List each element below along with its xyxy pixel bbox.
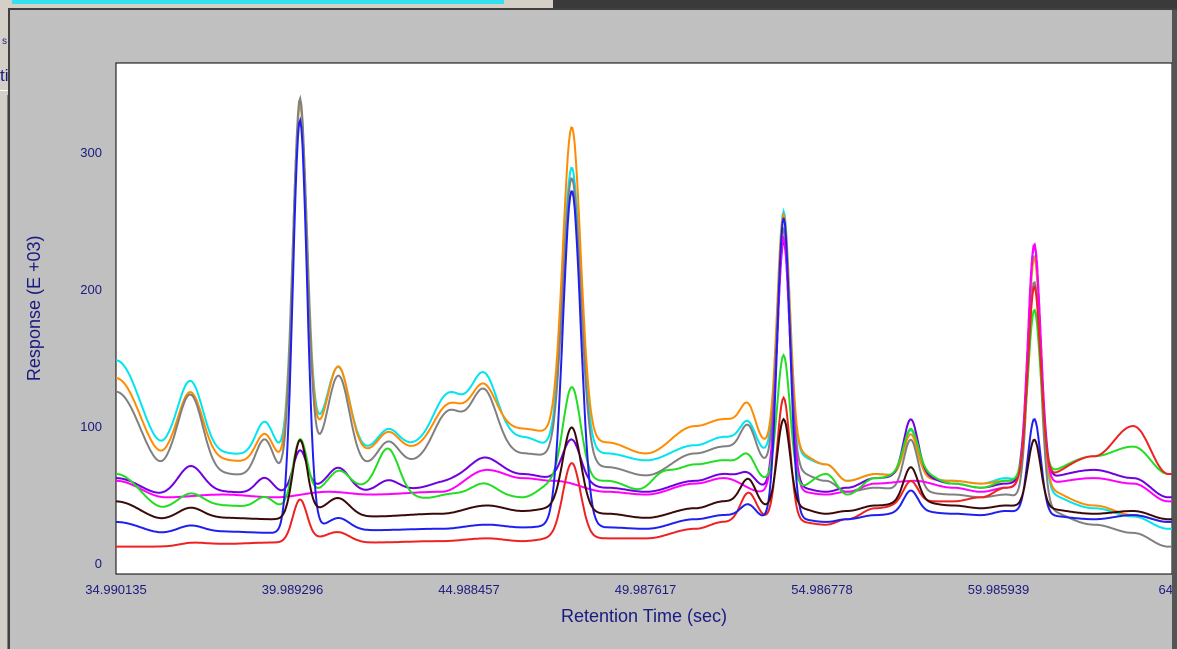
x-tick-label: 54.986778: [791, 582, 852, 597]
x-tick-label: 59.985939: [968, 582, 1029, 597]
x-axis-ticks: 34.990135 39.989296 44.988457 49.987617 54.9…: [85, 582, 1177, 597]
y-axis-ticks: 0 100 200 300: [80, 145, 102, 571]
series-line-8: [116, 116, 1172, 534]
x-tick-label: 34.990135: [85, 582, 146, 597]
series-line-9: [116, 417, 1172, 521]
x-axis-title: Retention Time (sec): [561, 606, 727, 626]
background-window-accent-bar: [12, 0, 504, 4]
window-right-edge: [1172, 10, 1177, 649]
y-axis-title: Response (E +03): [24, 235, 44, 381]
desktop-background: [553, 0, 1177, 8]
background-window-text-fragment: s: [2, 36, 7, 47]
y-tick-label: 100: [80, 419, 102, 434]
y-tick-label: 300: [80, 145, 102, 160]
series-line-5: [116, 234, 1172, 503]
x-tick-label: 44.988457: [438, 582, 499, 597]
x-tick-label: 39.989296: [262, 582, 323, 597]
series-line-3: [116, 94, 1172, 548]
background-window-title-fragment: ti: [0, 66, 9, 85]
chromatogram-window[interactable]: 34.990135 39.989296 44.988457 49.987617 54.9…: [8, 8, 1177, 649]
background-window-divider: [0, 90, 12, 91]
y-tick-label: 0: [95, 556, 102, 571]
background-window-edge: [0, 95, 8, 649]
chromatogram-chart[interactable]: 34.990135 39.989296 44.988457 49.987617 54.9…: [10, 10, 1177, 649]
series-line-7: [116, 284, 1172, 548]
x-tick-label: 49.987617: [615, 582, 676, 597]
y-tick-label: 200: [80, 282, 102, 297]
series-layer: [116, 94, 1172, 548]
